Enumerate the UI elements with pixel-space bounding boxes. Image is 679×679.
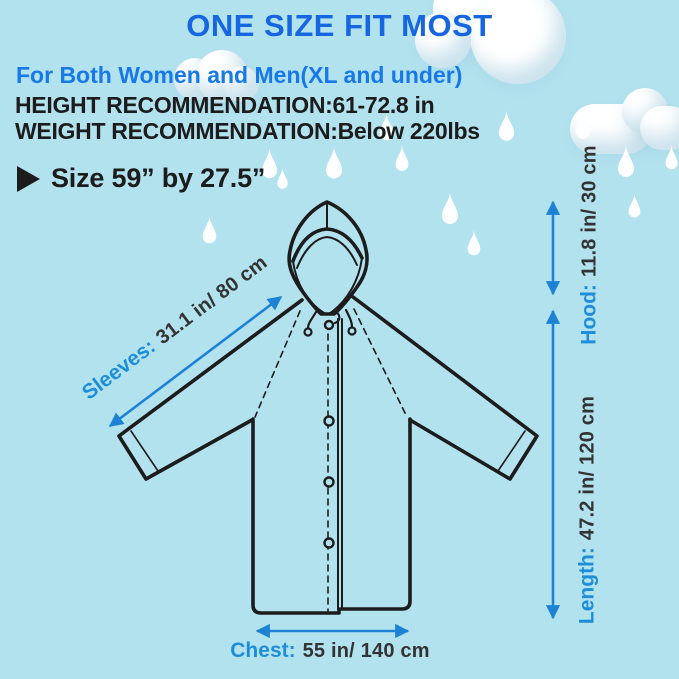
raindrop-icon — [261, 148, 278, 179]
cloud-lobe — [640, 106, 679, 150]
height-recommendation: HEIGHT RECOMMENDATION:61-72.8 in — [15, 92, 435, 118]
hood-label: Hood: — [577, 284, 601, 345]
raindrop-icon — [202, 216, 217, 244]
size-text: Size 59” by 27.5” — [51, 163, 266, 193]
hood-measurement: Hood: 11.8 in/ 30 cm — [578, 143, 602, 348]
cloud-lobe — [415, 12, 471, 68]
audience-subtitle: For Both Women and Men(XL and under) — [16, 62, 463, 88]
length-label: Length: — [575, 547, 599, 625]
sleeves-arrow — [108, 295, 283, 428]
cloud-icon — [570, 88, 679, 158]
chest-measurement: Chest: 55 in/ 140 cm — [215, 639, 445, 663]
length-value: 47.2 in/ 120 cm — [576, 395, 599, 541]
size-callout: Size 59” by 27.5” — [17, 163, 265, 194]
right-triangle-icon — [17, 165, 40, 192]
raindrop-icon — [395, 145, 409, 171]
raindrop-icon — [618, 145, 634, 177]
raincoat-outline — [117, 200, 539, 615]
dimension-arrows — [108, 200, 561, 639]
weight-recommendation: WEIGHT RECOMMENDATION:Below 220lbs — [15, 118, 480, 144]
cloud-lobe — [470, 0, 566, 84]
raindrop-icon — [498, 110, 515, 141]
page-title: ONE SIZE FIT MOST — [186, 8, 493, 43]
raindrop-icon — [575, 110, 591, 139]
raindrop-icon — [326, 146, 342, 179]
raindrop-icon — [277, 168, 288, 189]
cloud-lobe — [223, 66, 259, 102]
raindrop-icon — [628, 194, 641, 218]
cloud-icon — [168, 50, 268, 108]
raindrop-icon — [379, 113, 394, 141]
chest-label: Chest: — [230, 639, 296, 662]
hood-value: 11.8 in/ 30 cm — [578, 145, 601, 278]
raindrop-icon — [442, 192, 458, 224]
raindrop-icon — [665, 145, 678, 170]
cloud-icon — [415, 0, 590, 100]
chest-value: 55 in/ 140 cm — [302, 640, 430, 662]
length-measurement: Length: 47.2 in/ 120 cm — [576, 393, 600, 628]
raindrop-icon — [467, 230, 481, 256]
